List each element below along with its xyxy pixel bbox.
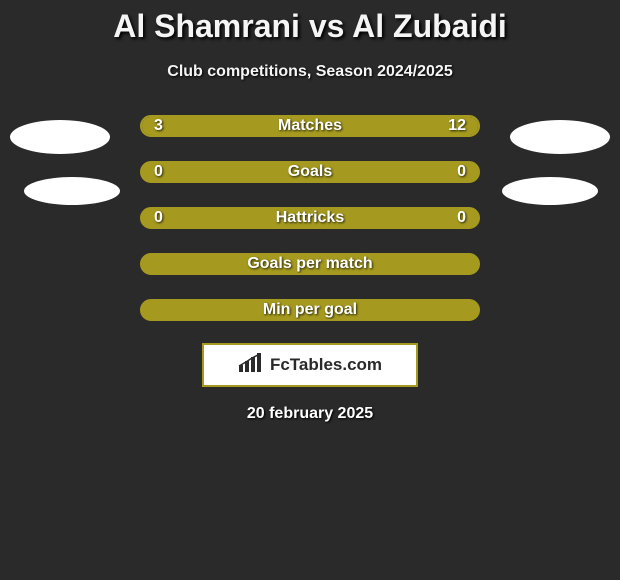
page-title: Al Shamrani vs Al Zubaidi bbox=[0, 0, 620, 45]
stat-value-right: 12 bbox=[448, 117, 466, 135]
stat-bar: Goals per match bbox=[140, 253, 480, 275]
stat-label: Min per goal bbox=[142, 301, 478, 319]
stat-label: Hattricks bbox=[142, 209, 478, 227]
stat-row: 0 Hattricks 0 bbox=[78, 207, 543, 229]
brand-text: FcTables.com bbox=[270, 355, 382, 375]
stat-row: Goals per match bbox=[78, 253, 543, 275]
stat-row: Min per goal bbox=[78, 299, 543, 321]
stat-row: 0 Goals 0 bbox=[78, 161, 543, 183]
stat-value-right: 0 bbox=[457, 209, 466, 227]
page-subtitle: Club competitions, Season 2024/2025 bbox=[0, 63, 620, 81]
brand-badge-link[interactable]: FcTables.com bbox=[202, 343, 418, 387]
stat-value-right: 0 bbox=[457, 163, 466, 181]
stat-label: Matches bbox=[142, 117, 478, 135]
stat-label: Goals per match bbox=[142, 255, 478, 273]
chart-icon bbox=[238, 353, 264, 378]
stat-bar: 3 Matches 12 bbox=[140, 115, 480, 137]
stat-row: 3 Matches 12 bbox=[78, 115, 543, 137]
stat-bar: 0 Goals 0 bbox=[140, 161, 480, 183]
stat-label: Goals bbox=[142, 163, 478, 181]
stat-bar: Min per goal bbox=[140, 299, 480, 321]
stat-bar: 0 Hattricks 0 bbox=[140, 207, 480, 229]
footer-date: 20 february 2025 bbox=[0, 405, 620, 423]
stat-rows: 3 Matches 12 0 Goals 0 0 Hattricks 0 Goa… bbox=[78, 115, 543, 321]
